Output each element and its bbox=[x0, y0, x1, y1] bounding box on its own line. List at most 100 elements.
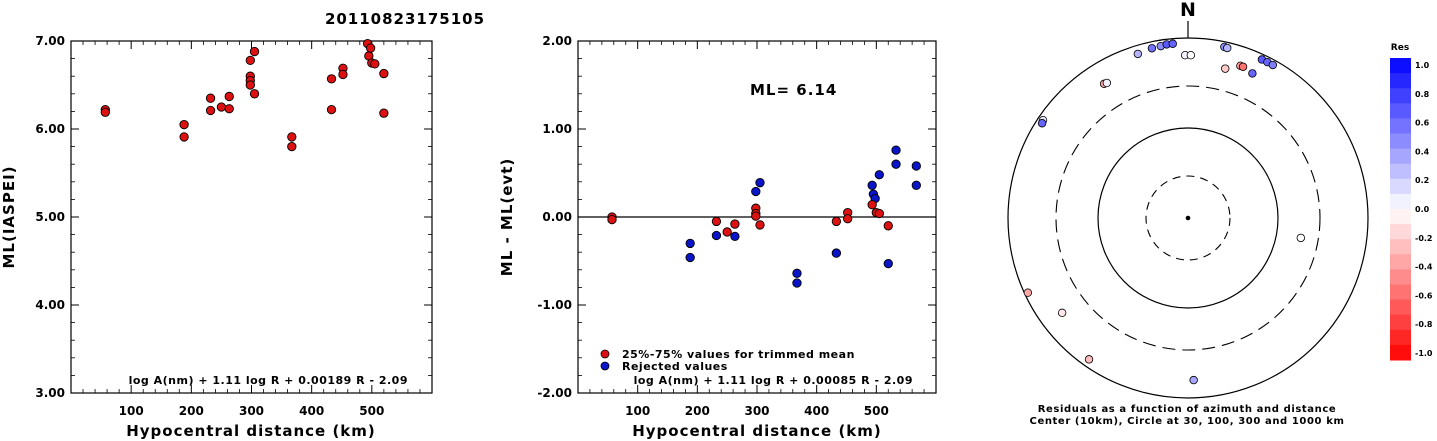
accepted-point bbox=[831, 216, 842, 227]
colorbar-cells bbox=[1390, 58, 1411, 361]
polar-point bbox=[1168, 39, 1177, 48]
polar-point bbox=[1268, 60, 1277, 70]
polar-point bbox=[1037, 119, 1047, 128]
middle-plot-points bbox=[607, 145, 921, 288]
colorbar-title: Res bbox=[1391, 43, 1409, 53]
colorbar-tick-label: 1.0 bbox=[1415, 61, 1430, 70]
left-point bbox=[287, 141, 297, 152]
rejected-point bbox=[755, 178, 765, 188]
accepted-point bbox=[843, 214, 853, 224]
mid-ytick-label: 2.00 bbox=[542, 34, 572, 48]
left-point bbox=[326, 104, 337, 115]
accepted-point bbox=[722, 227, 732, 237]
colorbar-cell bbox=[1390, 163, 1411, 180]
accepted-point bbox=[755, 220, 765, 230]
mid-xtick-label: 100 bbox=[625, 404, 650, 418]
mid-xtick-label: 500 bbox=[864, 404, 889, 418]
legend-rejected-marker bbox=[600, 361, 610, 371]
rejected-point bbox=[867, 180, 877, 190]
mid-ytick-label: -1.00 bbox=[537, 298, 572, 312]
middle-plot-xlabel: Hypocentral distance (km) bbox=[632, 422, 882, 440]
rejected-point bbox=[891, 159, 901, 169]
left-point bbox=[326, 74, 337, 84]
colorbar-tick-label: -0.4 bbox=[1415, 263, 1433, 272]
colorbar-cell bbox=[1390, 344, 1411, 361]
middle-plot-ylabel: ML - ML(evt) bbox=[498, 158, 516, 276]
rejected-point bbox=[874, 170, 884, 180]
accepted-point bbox=[867, 200, 877, 210]
left-point bbox=[100, 107, 110, 117]
accepted-point bbox=[711, 216, 722, 227]
left-ytick-label: 7.00 bbox=[35, 34, 65, 48]
rejected-point bbox=[730, 231, 740, 242]
colorbar-cell bbox=[1390, 133, 1411, 150]
colorbar-cell bbox=[1390, 178, 1411, 195]
colorbar-cell bbox=[1390, 58, 1411, 74]
rejected-point bbox=[685, 252, 695, 263]
left-plot-points bbox=[100, 38, 389, 152]
polar-plot: N Residuals as a function of azimuth and… bbox=[1007, 0, 1369, 427]
left-xtick-label: 100 bbox=[119, 404, 144, 418]
colorbar-cell bbox=[1390, 73, 1411, 89]
left-point bbox=[338, 69, 348, 80]
polar-point bbox=[1296, 233, 1305, 243]
colorbar-cell bbox=[1390, 148, 1411, 165]
left-point bbox=[245, 55, 255, 66]
colorbar-tick-label: 0.4 bbox=[1415, 147, 1430, 156]
accepted-point bbox=[883, 221, 893, 231]
mid-xtick-label: 200 bbox=[685, 404, 710, 418]
colorbar-ticks: 1.0 0.8 0.6 0.4 0.2 0.0 -0.2 -0.4 -0.6 -0.8 -1.0 bbox=[1415, 61, 1433, 358]
epicenter-dot bbox=[1185, 215, 1191, 221]
left-ytick-label: 6.00 bbox=[35, 122, 65, 136]
circle-300km bbox=[1055, 85, 1321, 351]
colorbar-cell bbox=[1390, 269, 1411, 285]
polar-point bbox=[1248, 69, 1257, 78]
circle-100km bbox=[1097, 127, 1279, 309]
left-point bbox=[379, 68, 389, 79]
mid-ytick-label: 0.00 bbox=[542, 210, 572, 224]
colorbar-cell bbox=[1390, 224, 1411, 240]
colorbar-cell bbox=[1390, 118, 1411, 134]
left-point bbox=[379, 108, 389, 118]
left-point bbox=[287, 132, 297, 142]
circle-1000km bbox=[1007, 37, 1369, 399]
rejected-point bbox=[751, 186, 761, 197]
legend-accepted-label: 25%-75% values for trimmed mean bbox=[622, 348, 855, 361]
left-xtick-label: 400 bbox=[299, 404, 324, 418]
polar-caption-line2: Center (10km), Circle at 30, 100, 300 an… bbox=[1030, 416, 1345, 427]
mid-ytick-label: 1.00 bbox=[542, 122, 572, 136]
colorbar-cell bbox=[1390, 299, 1411, 316]
colorbar-tick-label: -0.8 bbox=[1415, 320, 1433, 329]
polar-point bbox=[1189, 375, 1198, 385]
colorbar-tick-label: 0.0 bbox=[1415, 205, 1430, 214]
colorbar-tick-label: -1.0 bbox=[1415, 349, 1433, 358]
colorbar-cell bbox=[1390, 284, 1411, 301]
mid-ytick-label: -2.00 bbox=[537, 386, 572, 400]
left-xtick-label: 500 bbox=[359, 404, 384, 418]
polar-point bbox=[1186, 50, 1196, 60]
left-xtick-label: 200 bbox=[179, 404, 204, 418]
colorbar-cell bbox=[1390, 239, 1411, 255]
left-point bbox=[224, 91, 234, 102]
left-point bbox=[216, 102, 227, 112]
colorbar-tick-label: 0.6 bbox=[1415, 119, 1430, 128]
rejected-point bbox=[883, 258, 893, 269]
left-point bbox=[224, 104, 234, 114]
left-xtick-label: 300 bbox=[239, 404, 264, 418]
left-plot-formula: log A(nm) + 1.11 log R + 0.00189 R - 2.0… bbox=[129, 374, 408, 387]
circle-30km bbox=[1145, 175, 1231, 261]
colorbar-cell bbox=[1390, 103, 1411, 119]
colorbar-cell bbox=[1390, 209, 1411, 225]
rejected-point bbox=[911, 161, 921, 171]
left-ytick-label: 4.00 bbox=[35, 298, 65, 312]
left-point bbox=[205, 105, 216, 116]
left-point bbox=[205, 93, 216, 103]
accepted-point bbox=[751, 211, 761, 221]
left-point bbox=[179, 132, 189, 142]
colorbar-cell bbox=[1390, 193, 1411, 210]
middle-plot: 100 200 300 400 500 -2.00 -1.00 0.00 1.00 2.00 ML… bbox=[498, 34, 937, 440]
colorbar-tick-label: -0.6 bbox=[1415, 291, 1433, 300]
polar-point bbox=[1238, 62, 1248, 71]
polar-point bbox=[1102, 78, 1112, 88]
